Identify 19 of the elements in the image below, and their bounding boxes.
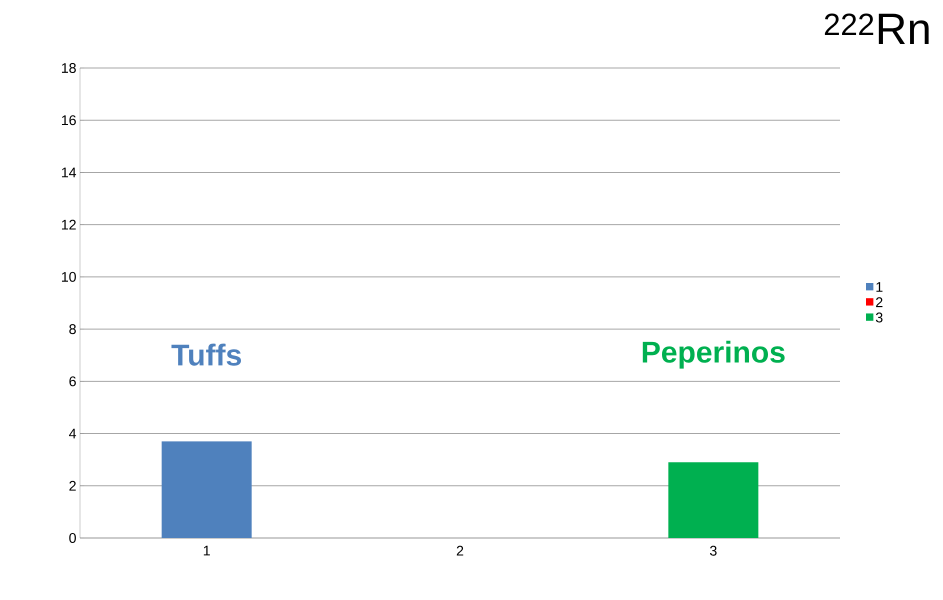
y-tick-label: 2 [69, 480, 76, 491]
legend-label: 3 [876, 312, 883, 322]
y-tick-label: 4 [69, 428, 76, 438]
annotation: Tuffs [171, 344, 241, 366]
y-tick-label: 6 [69, 376, 76, 386]
x-tick-label: 2 [456, 546, 464, 556]
annotation: Peperinos [642, 340, 785, 369]
x-tick-label: 3 [710, 546, 717, 556]
y-tick-label: 18 [62, 63, 76, 73]
y-tick-label: 14 [62, 168, 76, 178]
y-tick-label: 8 [69, 324, 76, 334]
chart-title: $^{222}$Rn [824, 14, 929, 44]
y-tick-label: 10 [62, 272, 76, 282]
legend-label: 1 [876, 282, 882, 292]
x-tick-label: 1 [204, 546, 210, 556]
y-tick-label: 0 [69, 533, 76, 543]
legend-label: 2 [876, 297, 882, 308]
y-tick-label: 16 [62, 115, 76, 126]
y-tick-label: 12 [62, 220, 76, 230]
